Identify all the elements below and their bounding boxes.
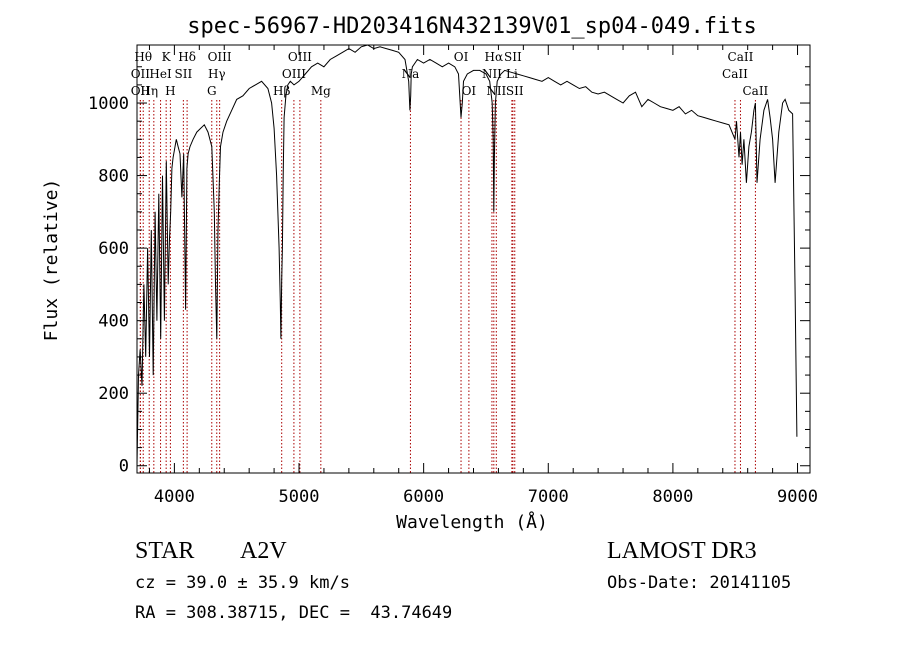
line-marker-label: OII — [131, 84, 151, 98]
x-axis-ticks: 4000 5000 6000 7000 8000 9000 — [148, 45, 818, 507]
object-type: STAR — [135, 538, 195, 564]
x-axis-label: Wavelength (Å) — [396, 511, 548, 533]
line-marker-label: Hγ — [208, 67, 226, 81]
line-marker-label: Hη — [140, 84, 158, 98]
y-tick-label: 1000 — [88, 94, 129, 114]
line-marker-label: SII — [504, 50, 522, 64]
x-tick-label: 9000 — [777, 487, 818, 507]
observation-date: Obs-Date: 20141105 — [607, 573, 792, 593]
redshift-value: cz = 39.0 ± 35.9 km/s — [135, 573, 350, 593]
line-marker-label: CaII — [722, 67, 748, 81]
y-tick-label: 600 — [98, 239, 129, 259]
y-tick-label: 800 — [98, 167, 129, 187]
line-marker-label: Hδ — [178, 50, 196, 64]
line-marker-label: SII — [175, 67, 193, 81]
spectral-class: A2V — [240, 538, 287, 564]
line-marker-label: OIII — [282, 67, 306, 81]
survey-name: LAMOST DR3 — [607, 538, 757, 564]
y-axis-label: Flux (relative) — [41, 179, 62, 342]
x-tick-label: 4000 — [154, 487, 195, 507]
x-tick-label: 6000 — [403, 487, 444, 507]
plot-frame — [136, 44, 811, 474]
line-marker-label: K — [162, 50, 172, 64]
emission-line-markers — [139, 100, 756, 473]
line-marker-label: OIII — [208, 50, 232, 64]
line-marker-label: OIII — [288, 50, 312, 64]
x-tick-label: 8000 — [652, 487, 693, 507]
spectrum-line — [136, 44, 798, 466]
line-marker-label: OI — [454, 50, 469, 64]
y-tick-label: 400 — [98, 312, 129, 332]
chart-title: spec-56967-HD203416N432139V01_sp04-049.f… — [187, 14, 757, 39]
line-marker-label: H — [165, 84, 175, 98]
line-marker-label: OI — [462, 84, 477, 98]
y-tick-label: 200 — [98, 384, 129, 404]
line-marker-label: OII — [131, 67, 151, 81]
line-marker-label: Hα — [485, 50, 504, 64]
line-marker-label: Li — [506, 67, 518, 81]
coordinates: RA = 308.38715, DEC = 43.74649 — [135, 603, 453, 623]
line-marker-label: SII — [506, 84, 524, 98]
line-marker-label: G — [207, 84, 217, 98]
y-tick-label: 0 — [119, 457, 129, 477]
line-marker-label: CaII — [742, 84, 768, 98]
x-tick-label: 7000 — [528, 487, 569, 507]
line-marker-label: NII — [482, 67, 502, 81]
x-tick-label: 5000 — [279, 487, 320, 507]
line-marker-label: Mg — [311, 84, 331, 98]
line-marker-label: CaII — [728, 50, 754, 64]
emission-line-labels: HθOIIOIIHηHeIKHSIIHδGHγOIIIHβOIIIOIIIMgN… — [131, 50, 769, 98]
line-marker-label: HeI — [149, 67, 172, 81]
line-marker-label: Hθ — [134, 50, 152, 64]
y-axis-ticks: 0 200 400 600 800 1000 — [88, 66, 810, 477]
line-marker-label: Na — [402, 67, 420, 81]
